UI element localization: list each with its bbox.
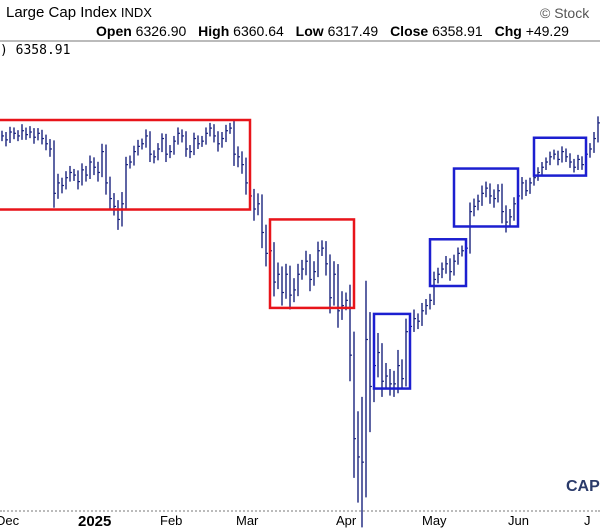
- chart-title: Large Cap Index INDX: [6, 4, 152, 21]
- x-tick-label: Feb: [160, 513, 183, 528]
- close-value: 6358.91: [432, 23, 483, 39]
- x-axis-line: [0, 510, 600, 512]
- chg-label: Chg: [494, 23, 522, 39]
- index-symbol: INDX: [120, 5, 152, 20]
- x-tick-label: Dec: [0, 513, 20, 528]
- x-tick-label: Mar: [236, 513, 259, 528]
- x-tick-label: 2025: [78, 513, 112, 530]
- copyright: © Stock: [540, 5, 590, 21]
- high-label: High: [198, 23, 230, 39]
- price-legend: ) 6358.91: [0, 43, 71, 58]
- annotation-box: [428, 238, 468, 288]
- chg-value: +49.29: [525, 23, 569, 39]
- low-label: Low: [295, 23, 324, 39]
- header-divider: [0, 40, 600, 42]
- annotation-box: [0, 118, 252, 211]
- logo: CAPI: [566, 478, 600, 495]
- x-tick-label: Jun: [508, 513, 529, 528]
- annotation-box: [532, 136, 588, 177]
- open-label: Open: [96, 23, 132, 39]
- ohlc-readout: Open 6326.90 High 6360.64 Low 6317.49 Cl…: [96, 23, 569, 39]
- annotation-box: [372, 312, 412, 390]
- close-label: Close: [390, 23, 429, 39]
- annotation-box: [268, 218, 356, 310]
- x-tick-label: May: [422, 513, 447, 528]
- index-name: Large Cap Index: [6, 4, 117, 21]
- open-value: 6326.90: [135, 23, 187, 39]
- annotation-box: [452, 167, 520, 228]
- high-value: 6360.64: [233, 23, 284, 39]
- low-value: 6317.49: [327, 23, 379, 39]
- x-tick-label: Apr: [336, 513, 357, 528]
- x-tick-label: J: [584, 513, 591, 528]
